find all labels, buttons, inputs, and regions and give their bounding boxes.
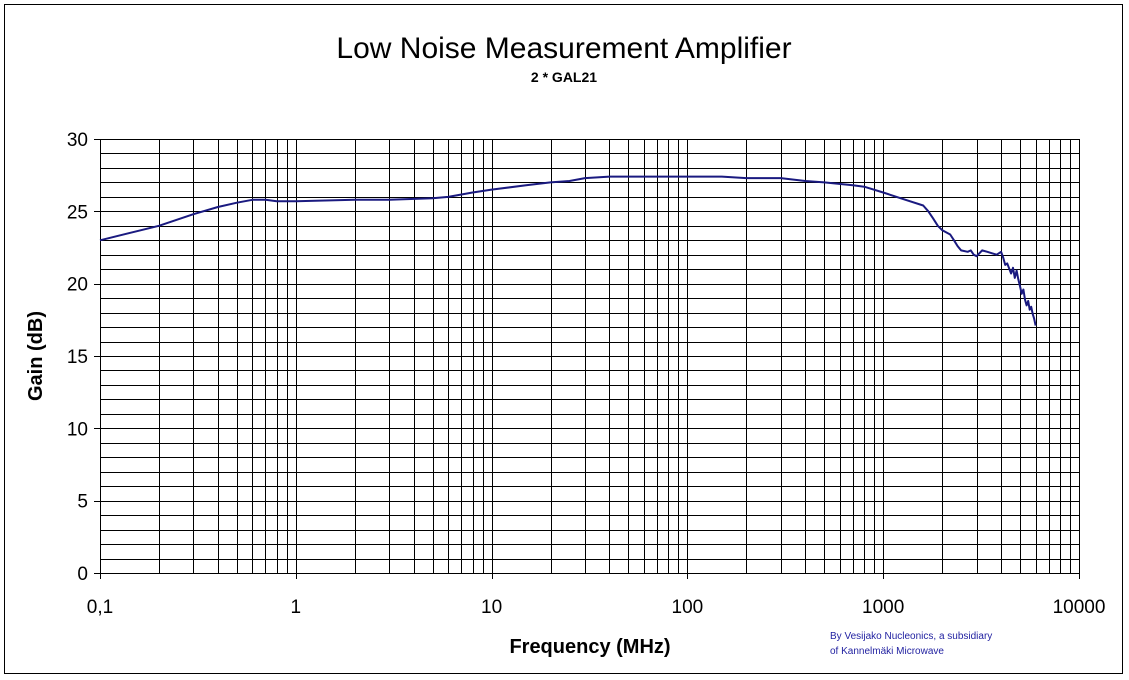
credit-line-1: By Vesijako Nucleonics, a subsidiary xyxy=(830,631,992,642)
y-tick-label: 5 xyxy=(77,492,88,513)
x-tick-label: 1 xyxy=(291,597,302,618)
x-axis-title: Frequency (MHz) xyxy=(509,636,670,658)
y-tick-label: 20 xyxy=(67,275,88,296)
series-group xyxy=(99,175,1037,326)
x-tick-label: 100 xyxy=(672,597,704,618)
x-tick-label: 10000 xyxy=(1053,597,1106,618)
y-tick-label: 0 xyxy=(77,564,88,585)
y-tick-label: 30 xyxy=(67,130,88,151)
y-axis-title: Gain (dB) xyxy=(25,311,47,401)
credit-line-2: of Kannelmäki Microwave xyxy=(830,646,944,657)
y-tick-label: 25 xyxy=(67,202,88,223)
y-tick-label: 10 xyxy=(67,419,88,440)
x-tick-label: 1000 xyxy=(862,597,904,618)
chart-title: Low Noise Measurement Amplifier xyxy=(336,32,791,65)
x-tick-labels: 0,1 1 10 100 1000 10000 xyxy=(87,597,1106,618)
x-tick-label: 0,1 xyxy=(87,597,113,618)
gain-series-line xyxy=(99,175,1037,326)
chart-subtitle: 2 * GAL21 xyxy=(531,69,597,85)
grid-lines xyxy=(94,139,1080,579)
x-tick-label: 10 xyxy=(481,597,502,618)
y-tick-label: 15 xyxy=(67,347,88,368)
y-tick-labels: 0 5 10 15 20 25 30 xyxy=(67,130,88,585)
